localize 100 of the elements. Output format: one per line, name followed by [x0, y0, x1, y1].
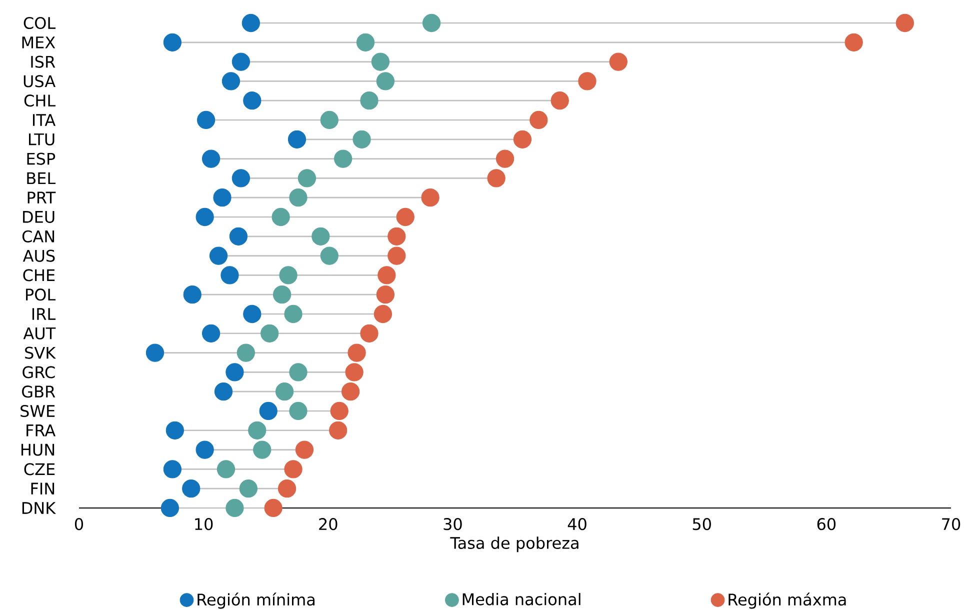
point: [213, 188, 232, 207]
point: [388, 246, 406, 265]
point: [236, 344, 255, 362]
point: [216, 460, 236, 478]
point: [232, 169, 250, 188]
point: [422, 14, 441, 32]
point: [232, 52, 250, 71]
point: [196, 110, 216, 130]
point: [320, 246, 338, 265]
point: [275, 382, 294, 401]
legend-label: Región mínima: [198, 592, 314, 609]
point: [202, 150, 220, 168]
point: [844, 33, 863, 52]
x-tick-label: 30: [444, 518, 462, 530]
x-tick-label: 0: [74, 518, 84, 530]
point: [356, 33, 375, 52]
point: [222, 72, 240, 90]
y-tick-label: AUT: [23, 327, 56, 340]
y-tick-label: ESP: [27, 152, 56, 165]
point: [239, 480, 258, 498]
y-tick-label: AUS: [22, 250, 55, 262]
point: [352, 130, 371, 148]
point: [226, 363, 244, 382]
point: [421, 188, 440, 207]
point: [253, 440, 272, 459]
point: [329, 421, 348, 440]
point: [330, 402, 348, 420]
y-tick-label: HUN: [21, 444, 54, 456]
y-tick-label: COL: [24, 16, 56, 30]
point: [298, 169, 316, 188]
point: [288, 130, 306, 148]
point: [334, 150, 352, 168]
y-tick-label: USA: [24, 75, 56, 88]
point: [209, 246, 228, 265]
legend-label: Media nacional: [462, 592, 580, 606]
y-tick-label: CHL: [24, 94, 56, 107]
y-tick-label: CZE: [24, 463, 55, 476]
point: [272, 286, 292, 304]
point: [341, 382, 360, 401]
x-tick-label: 10: [195, 518, 213, 530]
point: [487, 169, 506, 188]
point: [279, 266, 298, 284]
y-tick-label: PRT: [28, 192, 56, 204]
legend-label: Región máxma: [728, 592, 846, 609]
point: [496, 150, 514, 168]
point: [214, 382, 233, 401]
point: [896, 14, 914, 32]
y-tick-label: POL: [26, 288, 56, 301]
point: [220, 266, 239, 284]
point: [530, 110, 548, 130]
point: [183, 286, 202, 304]
point: [284, 304, 302, 324]
point: [163, 460, 182, 478]
y-tick-label: IRL: [32, 308, 56, 320]
y-tick-label: MEX: [22, 36, 56, 48]
point: [160, 498, 180, 518]
x-axis-title: Tasa de pobreza: [450, 536, 578, 552]
point: [360, 324, 378, 342]
point: [289, 363, 308, 382]
point: [376, 286, 395, 304]
point: [166, 421, 184, 440]
y-tick-label: FIN: [31, 482, 54, 494]
point: [388, 227, 406, 246]
point: [289, 188, 308, 207]
y-tick-label: LTU: [29, 133, 54, 146]
x-tick-label: 20: [319, 518, 338, 530]
point: [260, 324, 279, 342]
point: [371, 52, 390, 71]
point: [242, 14, 260, 32]
point: [284, 460, 302, 478]
point: [243, 92, 262, 110]
y-tick-label: ISR: [31, 56, 56, 68]
point: [243, 304, 262, 324]
y-tick-label: CHE: [23, 269, 55, 282]
x-tick-label: 40: [568, 518, 586, 530]
point: [196, 440, 214, 459]
point: [312, 227, 330, 246]
point: [182, 480, 200, 498]
point: [578, 72, 596, 90]
point: [295, 440, 314, 459]
y-tick-label: BEL: [27, 172, 56, 184]
point: [146, 344, 164, 362]
point: [259, 402, 278, 420]
point: [278, 480, 296, 498]
point: [378, 266, 396, 284]
point: [163, 33, 182, 52]
point: [513, 130, 532, 148]
x-tick-label: 60: [817, 518, 836, 530]
point: [345, 363, 364, 382]
point: [609, 52, 628, 71]
point: [550, 92, 569, 110]
point: [360, 92, 378, 110]
point: [348, 344, 366, 362]
y-tick-label: GRC: [22, 366, 55, 378]
y-tick-label: DNK: [22, 502, 56, 514]
point: [374, 304, 392, 324]
y-tick-label: SWE: [20, 404, 55, 418]
point: [289, 402, 308, 420]
x-tick-label: 50: [692, 518, 711, 530]
y-tick-label: DEU: [23, 211, 54, 223]
